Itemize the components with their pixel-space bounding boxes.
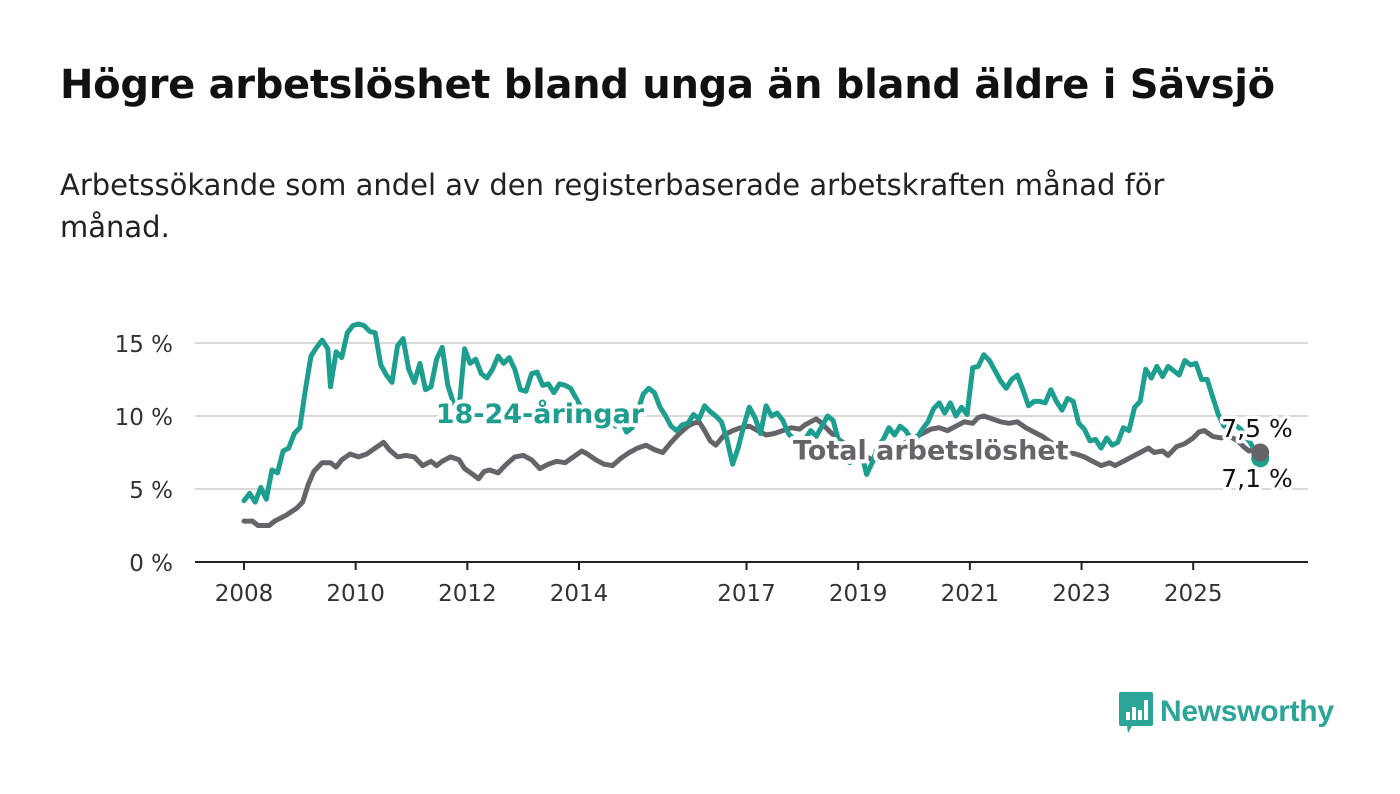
bar-chart-speech-bubble-icon [1119,692,1153,733]
x-tick-label: 2010 [326,581,385,607]
end-label-halo: 7,5 % [1221,414,1292,443]
brand-logo[interactable]: Newsworthy [1118,690,1334,734]
x-tick-label: 2023 [1052,581,1111,607]
end-label-halo: 7,1 % [1221,464,1292,493]
end-label-total: 7,5 % [1221,414,1292,443]
x-tick-label: 2012 [438,581,497,607]
y-tick-label: 0 % [129,551,173,577]
end-marker-total [1251,443,1270,462]
end-label-youth: 7,1 % [1221,464,1292,493]
x-tick-label: 2019 [829,581,888,607]
series-line-youth [241,321,1263,505]
series-label-total: Total arbetslöshet [793,436,1069,467]
series-label-youth: 18-24-åringar [436,398,645,430]
page-subtitle: Arbetssökande som andel av den registerb… [60,168,1165,244]
series-label-halo: Total arbetslöshet [793,436,1069,467]
x-tick-label: 2021 [941,581,1000,607]
series-line-total [241,413,1263,528]
x-tick-label: 2025 [1164,581,1223,607]
y-tick-label: 10 % [115,405,173,431]
x-tick-label: 2008 [215,581,274,607]
x-tick-label: 2017 [717,581,776,607]
y-tick-label: 15 % [115,332,173,358]
brand-name: Newsworthy [1160,695,1334,728]
y-tick-label: 5 % [129,478,173,504]
x-tick-label: 2014 [550,581,609,607]
series-label-halo: 18-24-åringar [436,398,645,430]
page-title: Högre arbetslöshet bland unga än bland ä… [60,62,1275,108]
